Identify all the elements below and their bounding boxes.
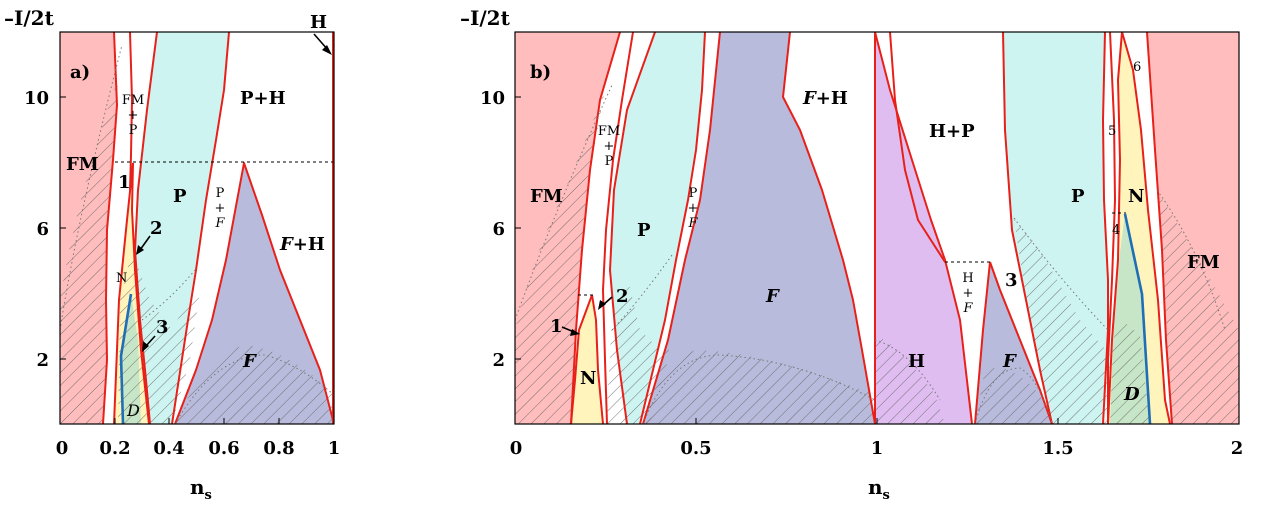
label-a-p: P xyxy=(173,186,187,207)
label-b-n1: 1 xyxy=(550,316,563,337)
region-f xyxy=(175,163,334,424)
label-b-fm-left: FM xyxy=(530,186,563,207)
label-b-n-right: N xyxy=(1128,186,1144,207)
blue-line-b xyxy=(1123,213,1152,424)
label-b-tag: b) xyxy=(530,62,551,83)
panel-a-ticks xyxy=(60,96,280,424)
region-f-big xyxy=(643,32,875,424)
region-n-left xyxy=(571,295,603,424)
label-b-n3: 3 xyxy=(1005,270,1018,291)
label-b-n5: 5 xyxy=(1108,124,1116,139)
blue-line-a xyxy=(119,293,133,424)
ytick-a-6: 6 xyxy=(36,219,49,240)
xtick-b-2: 2 xyxy=(1231,438,1244,459)
label-b-hf-mid: + xyxy=(963,286,974,301)
label-b-hp: H+P xyxy=(929,121,975,142)
label-a-fmp-mid: + xyxy=(128,108,139,123)
label-b-pf-bot: F xyxy=(687,216,698,231)
label-b-n2: 2 xyxy=(616,286,629,307)
ytick-a-10: 10 xyxy=(24,88,49,109)
label-b-p-right: P xyxy=(1071,186,1085,207)
label-b-fh-f: F xyxy=(802,88,817,109)
label-b-f-mid: F xyxy=(765,286,780,307)
label-a-tag: a) xyxy=(70,62,90,83)
label-b-h: H xyxy=(908,351,925,372)
ytick-a-2: 2 xyxy=(36,350,49,371)
panel-b-regions xyxy=(515,32,1239,424)
label-b-hf-bot: F xyxy=(962,301,973,316)
label-a-fmp-top: FM xyxy=(122,93,144,108)
label-b-d: D xyxy=(1123,384,1140,405)
xlabel-a-sub: s xyxy=(205,488,212,500)
label-a-fmp-bot: P xyxy=(129,123,138,138)
label-a-f: F xyxy=(242,351,257,372)
label-b-hf-top: H xyxy=(962,271,973,286)
label-a-n1: 1 xyxy=(118,172,131,193)
label-a-pf-top: P xyxy=(216,186,225,201)
label-b-n6: 6 xyxy=(1133,60,1141,75)
hatch-h-b xyxy=(875,335,945,424)
label-b-fmp-mid: + xyxy=(604,139,615,154)
label-a-fh: F+H xyxy=(279,234,325,255)
label-b-fmp-bot: P xyxy=(605,154,614,169)
label-a-fh-rest: +H xyxy=(293,234,325,255)
xtick-b-1: 1 xyxy=(871,438,884,459)
xlabel-b: ns xyxy=(868,475,890,500)
hatch-d-b xyxy=(1110,320,1150,424)
label-b-pf-top: P xyxy=(689,186,698,201)
label-b-fmp-top: FM xyxy=(598,124,620,139)
xtick-a-0.2: 0.2 xyxy=(99,438,130,459)
label-b-n4: 4 xyxy=(1112,223,1120,238)
hatch-fm-b-left xyxy=(515,90,605,424)
xlabel-b-main: n xyxy=(868,475,883,499)
xtick-b-1.5: 1.5 xyxy=(1042,438,1073,459)
hatch-f-a xyxy=(175,345,334,424)
hatch-f-b-big xyxy=(643,350,875,424)
ytick-b-6: 6 xyxy=(492,219,505,240)
label-b-f-small: F xyxy=(1002,351,1017,372)
label-a-ph: P+H xyxy=(240,88,286,109)
xtick-a-0.4: 0.4 xyxy=(153,438,184,459)
xtick-b-0: 0 xyxy=(510,438,523,459)
hatch-f-b-small xyxy=(975,367,1052,424)
label-a-fh-f: F xyxy=(279,234,294,255)
label-a-pf-mid: + xyxy=(215,201,226,216)
ytick-b-2: 2 xyxy=(492,350,505,371)
label-a-fm: FM xyxy=(66,154,99,175)
panel-b-ticks xyxy=(515,96,1059,424)
label-b-p-left: P xyxy=(637,220,651,241)
xtick-a-0: 0 xyxy=(56,438,69,459)
ytick-b-10: 10 xyxy=(480,88,505,109)
xtick-a-0.6: 0.6 xyxy=(208,438,239,459)
label-a-n: N xyxy=(116,271,127,286)
ylabel-b: –I/2t xyxy=(460,6,511,30)
panel-a: 2 6 10 0 0.2 0.4 0.6 0.8 1 –I/2t ns a) F… xyxy=(4,6,341,503)
label-b-fm-right: FM xyxy=(1187,252,1220,273)
hatch-fm-a xyxy=(60,80,118,424)
xtick-b-0.5: 0.5 xyxy=(680,438,711,459)
panel-a-regions xyxy=(60,32,334,424)
hatch-p-b-right xyxy=(1014,218,1110,424)
label-a-h: H xyxy=(310,12,327,33)
xlabel-b-sub: s xyxy=(883,488,890,500)
panel-b: 2 6 10 0 0.5 1 1.5 2 –I/2t ns b) FM FM P… xyxy=(460,6,1244,503)
label-a-d: D xyxy=(126,401,140,420)
label-b-n-left: N xyxy=(580,368,596,389)
xtick-a-1: 1 xyxy=(328,438,341,459)
xlabel-a: ns xyxy=(190,475,212,500)
label-a-n3: 3 xyxy=(156,317,169,338)
label-b-fh: F+H xyxy=(802,88,848,109)
hatch-fm-b-right xyxy=(1157,190,1239,424)
label-a-pf-bot: F xyxy=(214,216,225,231)
xlabel-a-main: n xyxy=(190,475,205,499)
ylabel-a: –I/2t xyxy=(4,6,55,30)
label-a-n2: 2 xyxy=(150,218,163,239)
label-b-fh-rest: +H xyxy=(816,88,848,109)
xtick-a-0.8: 0.8 xyxy=(263,438,294,459)
label-b-pf-mid: + xyxy=(688,201,699,216)
